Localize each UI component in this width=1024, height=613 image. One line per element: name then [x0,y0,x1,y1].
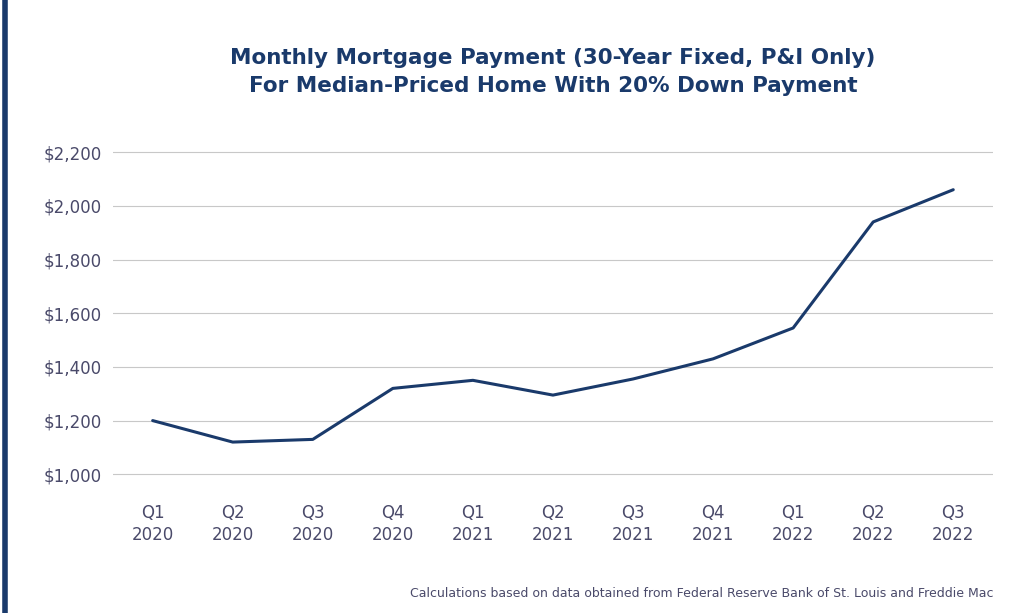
Text: Calculations based on data obtained from Federal Reserve Bank of St. Louis and F: Calculations based on data obtained from… [410,587,993,600]
Title: Monthly Mortgage Payment (30-Year Fixed, P&I Only)
For Median-Priced Home With 2: Monthly Mortgage Payment (30-Year Fixed,… [230,48,876,96]
